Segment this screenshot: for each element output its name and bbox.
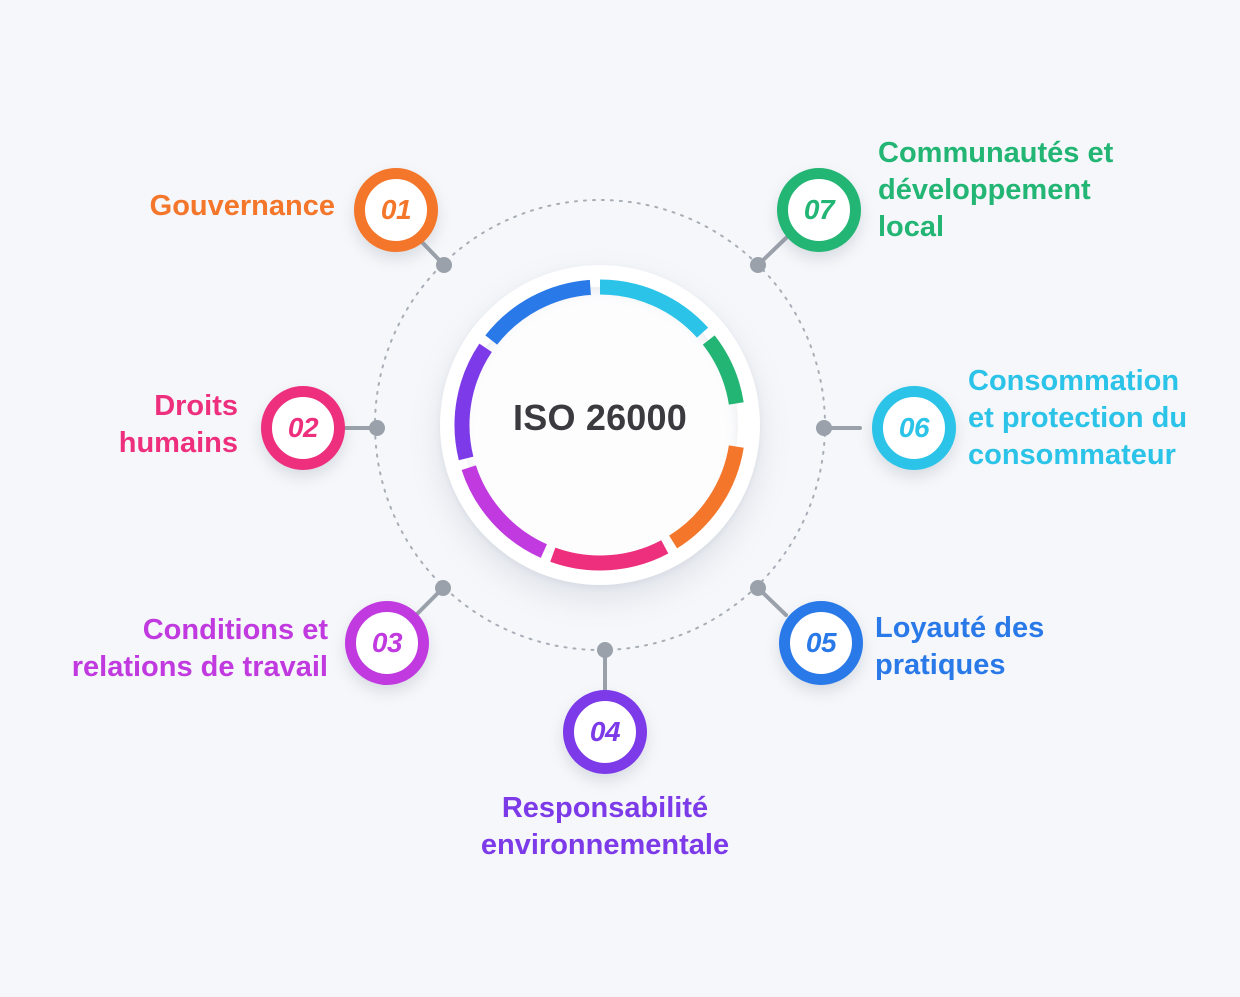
label-04: Responsabilité environnementale — [425, 790, 785, 864]
label-07-line-3: local — [878, 211, 945, 244]
badge-03[interactable]: 03 — [345, 601, 429, 685]
badge-05[interactable]: 05 — [779, 601, 863, 685]
label-04-line-2: environnementale — [480, 829, 730, 862]
label-06-line-1: Consommation — [968, 365, 1180, 397]
donut-segment-02[interactable] — [550, 540, 669, 571]
badge-07-number: 07 — [803, 194, 835, 225]
badge-06-number: 06 — [898, 412, 930, 443]
donut-segment-06[interactable] — [599, 279, 709, 338]
center-donut-graphic: ISO 26000 — [400, 225, 800, 625]
label-02-line-2: humains — [118, 427, 238, 460]
donut-segments — [454, 279, 744, 571]
label-06-line-3: consommateur — [968, 439, 1176, 472]
badge-04[interactable]: 04 — [563, 690, 647, 774]
badge-05-number: 05 — [805, 627, 837, 658]
donut-segment-04[interactable] — [454, 343, 492, 461]
label-05: Loyauté des pratiques — [875, 610, 1175, 684]
label-05-line-1: Loyauté des — [875, 612, 1045, 644]
label-05-line-2: pratiques — [875, 649, 1006, 682]
badge-03-number: 03 — [371, 627, 403, 658]
label-06-line-2: et protection du — [968, 402, 1188, 435]
label-02-line-1: Droits — [154, 390, 238, 422]
badge-06[interactable]: 06 — [872, 386, 956, 470]
label-02: Droits humains — [20, 388, 238, 462]
connector-dot-06 — [816, 420, 832, 436]
label-07-line-2: développement — [878, 174, 1091, 207]
badge-02-number: 02 — [287, 412, 319, 443]
label-07-line-1: Communautés et — [878, 137, 1114, 169]
label-01-line-1: Gouvernance — [149, 190, 335, 222]
label-03: Conditions et relations de travail — [10, 612, 328, 686]
badge-04-number: 04 — [589, 716, 621, 747]
label-03-line-1: Conditions et — [142, 614, 328, 646]
label-03-line-2: relations de travail — [71, 651, 328, 684]
badge-01-number: 01 — [380, 194, 412, 225]
connector-dot-02 — [369, 420, 385, 436]
donut-segment-07[interactable] — [702, 335, 744, 405]
badge-01[interactable]: 01 — [354, 168, 438, 252]
donut-segment-01[interactable] — [669, 445, 744, 549]
label-07: Communautés et développement local — [878, 135, 1178, 246]
donut-segment-05[interactable] — [485, 279, 592, 345]
badge-07[interactable]: 07 — [777, 168, 861, 252]
badge-02[interactable]: 02 — [261, 386, 345, 470]
center-title: ISO 26000 — [513, 397, 687, 438]
label-01: Gouvernance — [20, 188, 335, 225]
label-06: Consommation et protection du consommate… — [968, 363, 1240, 474]
connector-dot-04 — [597, 642, 613, 658]
donut-inner-disk — [462, 287, 738, 563]
label-04-line-1: Responsabilité — [501, 792, 709, 824]
donut-segment-03[interactable] — [461, 465, 548, 558]
